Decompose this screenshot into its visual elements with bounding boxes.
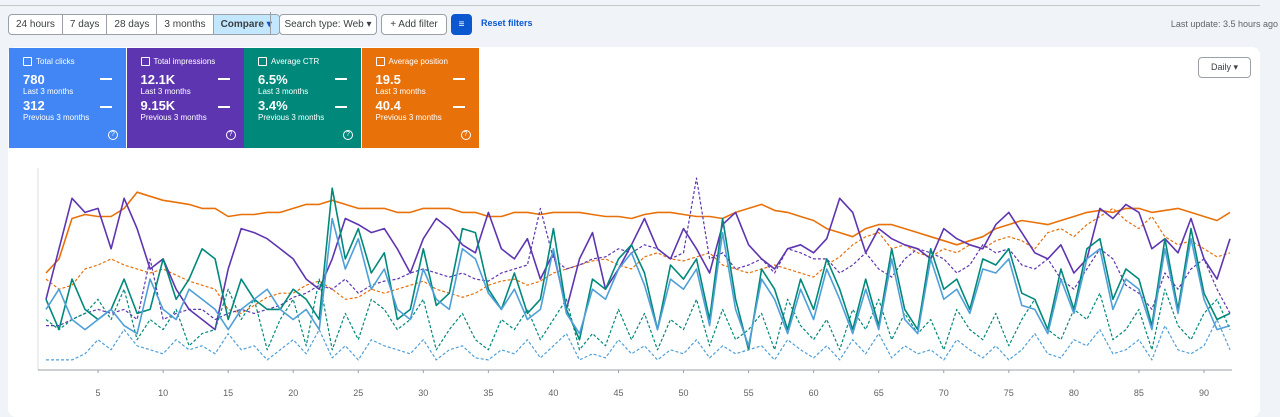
x-tick-label: 45 [613,388,623,398]
current-line [45,187,1231,351]
x-tick-label: 5 [96,388,101,398]
separator [270,12,271,34]
solid-indicator [100,78,112,80]
metric-current-label: Last 3 months [375,87,426,96]
x-tick-label: 80 [1069,388,1079,398]
x-tick-label: 40 [548,388,558,398]
metric-title: Total impressions [153,57,216,66]
add-filter-label: Add filter [398,19,438,30]
metric-current: 6.5% [258,72,288,87]
filter-icon[interactable]: ≡ [451,14,472,35]
dashed-indicator [217,106,230,108]
range-button[interactable]: 7 days [63,15,108,34]
x-tick-label: 20 [288,388,298,398]
granularity-label: Daily [1210,62,1231,72]
compare-label: Compare [220,19,264,30]
metric-card[interactable]: Average CTR 6.5% Last 3 months 3.4% Previous… [244,48,361,148]
add-filter[interactable]: + Add filter [381,14,447,35]
x-tick-label: 30 [418,388,428,398]
x-tick-label: 75 [1004,388,1014,398]
metric-current: 19.5 [375,72,401,87]
solid-indicator [217,78,230,80]
granularity[interactable]: Daily ▾ [1198,57,1251,78]
metric-previous-label: Previous 3 months [258,113,325,122]
metric-title: Total clicks [36,57,75,66]
previous-line [46,318,1231,361]
metric-previous: 3.4% [258,98,288,113]
x-tick-label: 55 [744,388,754,398]
metric-header: Average position [375,57,479,66]
checkbox[interactable] [23,57,32,66]
previous-line [46,177,1231,327]
x-tick-label: 35 [483,388,493,398]
checkbox[interactable] [375,57,385,66]
metric-previous-label: Previous 3 months [375,113,442,122]
x-tick-label: 25 [353,388,363,398]
metric-current-label: Last 3 months [23,87,74,96]
search-type[interactable]: Search type: Web ▾ [279,14,377,35]
range-group: 24 hours 7 days 28 days 3 months Compare… [8,14,280,35]
x-tick-label: 15 [223,388,233,398]
metric-header: Average CTR [258,57,361,66]
current-line [45,191,1231,274]
reset-filters[interactable]: Reset filters [481,18,533,28]
metric-previous-label: Previous 3 months [23,113,90,122]
metric-title: Average CTR [271,57,320,66]
help-icon[interactable]: ? [225,130,236,140]
previous-line [45,278,1231,351]
x-tick-label: 65 [874,388,884,398]
divider [0,5,1260,6]
metric-current: 12.1K [140,72,176,87]
metric-card[interactable]: Total clicks 780 Last 3 months 312 Previous … [9,48,126,148]
solid-indicator [335,78,347,80]
last-update: Last update: 3.5 hours ago [1170,19,1278,29]
help-icon[interactable]: ? [460,130,471,140]
range-button[interactable]: 24 hours [9,15,63,34]
help-icon[interactable]: ? [108,130,118,140]
metric-current: 780 [23,72,45,87]
dashed-indicator [100,106,112,108]
range-button[interactable]: 28 days [107,15,158,34]
x-tick-label: 50 [679,388,689,398]
previous-line [45,207,1231,314]
metric-current-label: Last 3 months [258,87,309,96]
metric-title: Average position [388,57,448,66]
current-line [45,197,1231,331]
metric-current-label: Last 3 months [140,87,191,96]
range-button[interactable]: 3 months [157,15,214,34]
dashed-indicator [335,106,347,108]
compare-button[interactable]: Compare ▾ [213,15,279,34]
x-tick-label: 85 [1134,388,1144,398]
checkbox[interactable] [140,57,150,66]
current-line [45,217,1231,347]
metric-header: Total clicks [23,57,126,66]
metric-previous: 312 [23,98,45,113]
metric-previous: 9.15K [140,98,176,113]
checkbox[interactable] [258,57,267,66]
x-tick-label: 70 [939,388,949,398]
solid-indicator [452,78,465,80]
metric-card[interactable]: Average position 19.5 Last 3 months 40.4 Pre… [361,48,479,148]
metric-previous-label: Previous 3 months [140,113,207,122]
search-type-label: Search type: Web [284,19,364,30]
help-icon[interactable]: ? [343,130,353,140]
metric-card[interactable]: Total impressions 12.1K Last 3 months 9.15K… [126,48,244,148]
x-tick-label: 10 [158,388,168,398]
metric-previous: 40.4 [375,98,401,113]
x-tick-label: 60 [809,388,819,398]
dashed-indicator [452,106,465,108]
metric-header: Total impressions [140,57,244,66]
x-tick-label: 90 [1199,388,1209,398]
